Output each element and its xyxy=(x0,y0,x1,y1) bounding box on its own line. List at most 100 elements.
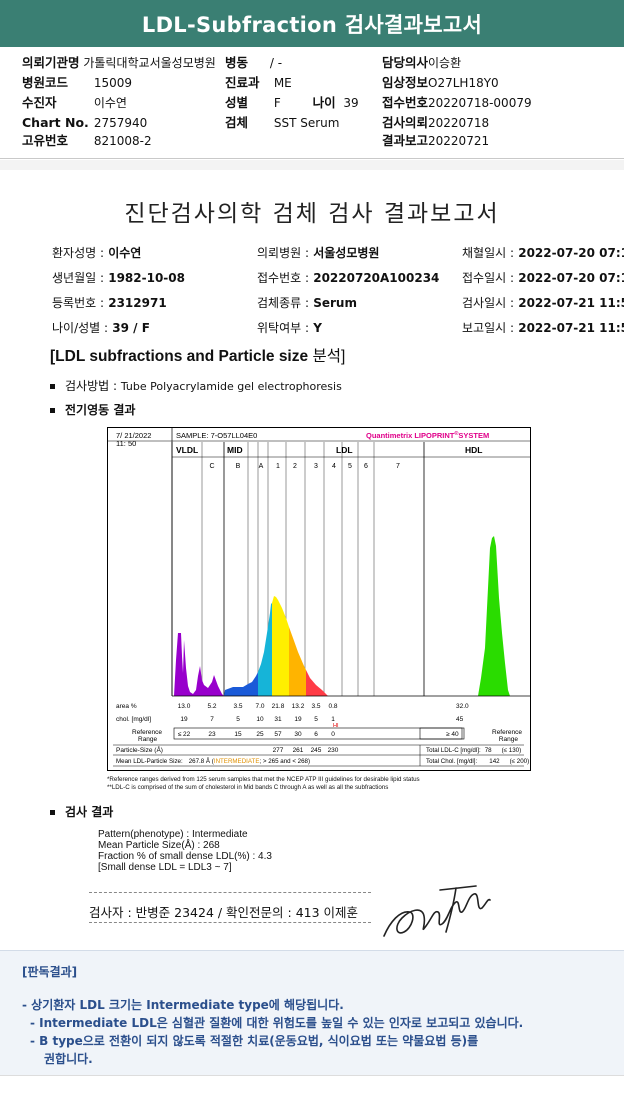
ref-value: 30 xyxy=(294,731,302,738)
patient-meta-block: 의뢰기관명 가톨릭대학교서울성모병원 병동 / - 담당의사이승환 병원코드 1… xyxy=(0,52,624,152)
report-title: LDL-Subfraction 검사결과보고서 xyxy=(141,12,483,37)
ref-value: 25 xyxy=(256,731,264,738)
receipt-row: 접수번호20220718-00079 xyxy=(382,95,532,110)
peak-ldl3 xyxy=(289,627,306,696)
field-test-time: 검사일시 : 2022-07-21 11:51 xyxy=(462,296,624,310)
row-area-label: area % xyxy=(116,703,137,710)
chart-no-row: Chart No. 2757940 xyxy=(22,115,148,130)
ref-label-2: Range xyxy=(138,736,158,743)
chart-footnotes: *Reference ranges derived from 125 serum… xyxy=(107,776,420,791)
sub-band-labels: C B A 1 2 3 4 5 6 7 xyxy=(209,463,400,470)
row-chol-label: chol. [mg/dl] xyxy=(116,716,151,723)
chol-value: 5 xyxy=(236,716,240,723)
field-hospital: 의뢰병원 : 서울성모병원 xyxy=(257,246,380,260)
field-receipt-no: 접수번호 : 20220720A100234 xyxy=(257,271,440,285)
unique-id-row: 고유번호 821008-2 xyxy=(22,133,152,148)
result-bullet: 검사 결과 xyxy=(50,803,113,820)
ref-hdl-box xyxy=(419,727,465,740)
electrophoresis-chart: 7/ 21/2022 11: 50 SAMPLE: 7-O57LL04E0 Qu… xyxy=(107,427,531,771)
ref-value: 15 xyxy=(234,731,242,738)
report-sheet: 진단검사의학 검체 검사 결과보고서 환자성명 : 이수연 의뢰병원 : 서울성… xyxy=(0,170,624,950)
sub-band-label: 4 xyxy=(332,463,336,470)
area-cholesterol-table: area % chol. [mg/dl] Reference Range Ref… xyxy=(113,703,529,767)
specimen-row: 검체 SST Serum xyxy=(225,115,340,130)
interpretation-heading: [판독결과] xyxy=(22,965,78,979)
area-value: 7.0 xyxy=(255,703,264,710)
area-value: 0.8 xyxy=(328,703,337,710)
handwritten-signature xyxy=(383,885,491,937)
electro-bullet: 전기영동 결과 xyxy=(50,401,135,418)
particle-label: Particle-Size (Å) xyxy=(116,745,163,754)
area-value: 21.8 xyxy=(272,703,285,710)
area-hdl: 32.0 xyxy=(456,703,469,710)
area-value: 3.5 xyxy=(233,703,242,710)
page-footer-space xyxy=(0,1075,624,1115)
total-chol: Total Chol. [mg/dl]: 142 (≤ 200) xyxy=(426,758,529,765)
clinical-row: 임상정보O27LH18Y0 xyxy=(382,75,499,90)
particle-size-value: 261 xyxy=(293,747,304,754)
field-reg-no: 등록번호 : 2312971 xyxy=(52,296,167,310)
chol-value: 10 xyxy=(256,716,264,723)
ref-value: ≤ 22 xyxy=(178,731,191,738)
band-mid-label: MID xyxy=(227,445,243,455)
bullet-icon xyxy=(50,384,55,389)
result-text: Pattern(phenotype) : Intermediate Mean P… xyxy=(98,829,272,873)
chart-time: 11: 50 xyxy=(116,439,136,448)
particle-size-value: 230 xyxy=(328,747,339,754)
chart-sample: SAMPLE: 7-O57LL04E0 xyxy=(176,431,257,440)
ward-row: 병동 / - xyxy=(225,55,283,70)
signature-line: 검사자 : 반병준 23424 / 확인전문의 : 413 이제훈 xyxy=(89,905,359,920)
sub-band-label: 3 xyxy=(314,463,318,470)
field-report-time: 보고일시 : 2022-07-21 11:51 xyxy=(462,321,624,335)
chol-value: 5 xyxy=(314,716,318,723)
chart-brand: Quantimetrix LIPOPRINT®SYSTEM xyxy=(366,430,489,440)
particle-size-value: 277 xyxy=(273,747,284,754)
sub-band-label: A xyxy=(259,463,264,470)
field-age-sex: 나이/성별 : 39 / F xyxy=(52,321,150,335)
peak-ldl4-7 xyxy=(306,670,328,696)
bullet-icon xyxy=(50,810,55,815)
interpretation-line-1: - 상기환자 LDL 크기는 Intermediate type에 해당됩니다. xyxy=(22,998,344,1012)
sub-band-label: C xyxy=(209,463,214,470)
chol-value: 7 xyxy=(210,716,214,723)
chol-value: 31 xyxy=(274,716,282,723)
band-ldl-label: LDL xyxy=(336,445,353,455)
particle-size-value: 245 xyxy=(311,747,322,754)
total-ldl: Total LDL-C [mg/dl]: 78 (≤ 130) xyxy=(426,747,521,754)
electrophoresis-svg: 7/ 21/2022 11: 50 SAMPLE: 7-O57LL04E0 Qu… xyxy=(108,428,530,767)
field-receipt-time: 접수일시 : 2022-07-20 07:17 xyxy=(462,271,624,285)
divider-shade xyxy=(0,160,624,170)
ref-value: 23 xyxy=(208,731,216,738)
sign-line-top xyxy=(89,892,371,893)
report-date-row: 결과보고20220721 xyxy=(382,133,490,148)
hospital-code-row: 병원코드 15009 xyxy=(22,75,133,90)
institution-row: 의뢰기관명 가톨릭대학교서울성모병원 xyxy=(22,55,216,70)
sub-band-label: 5 xyxy=(348,463,352,470)
chol-value: 1 xyxy=(331,716,335,723)
electrophoresis-peaks xyxy=(172,536,530,697)
sub-band-label: 1 xyxy=(276,463,280,470)
ref-value: 57 xyxy=(274,731,282,738)
dept-row: 진료과 ME xyxy=(225,75,292,90)
interpretation-line-2: - Intermediate LDL은 심혈관 질환에 대한 위험도를 높일 수… xyxy=(30,1016,524,1030)
ref-hdl: ≥ 40 xyxy=(446,731,459,738)
ref-value: 0 xyxy=(331,731,335,738)
field-specimen-type: 검체종류 : Serum xyxy=(257,296,357,310)
report-title-bar: LDL-Subfraction 검사결과보고서 xyxy=(0,0,624,50)
ref-label-1: Reference xyxy=(132,729,162,736)
field-birthdate: 생년월일 : 1982-10-08 xyxy=(52,271,185,285)
peak-ldl1 xyxy=(258,603,272,696)
area-value: 13.2 xyxy=(292,703,305,710)
sub-band-label: 6 xyxy=(364,463,368,470)
chol-hdl: 45 xyxy=(456,716,464,723)
sub-band-label: 7 xyxy=(396,463,400,470)
chart-date: 7/ 21/2022 xyxy=(116,431,151,440)
sub-band-label: 2 xyxy=(293,463,297,470)
area-value: 3.5 xyxy=(311,703,320,710)
patient-row: 수진자 이수연 xyxy=(22,95,127,110)
peak-hdl xyxy=(478,536,510,696)
ref-value: 6 xyxy=(314,731,318,738)
interpretation-line-4: 권합니다. xyxy=(44,1052,93,1066)
sub-band-label: B xyxy=(236,463,241,470)
interpretation-line-3: - B type으로 전환이 되지 않도록 적절한 치료(운동요법, 식이요법 … xyxy=(30,1034,479,1048)
